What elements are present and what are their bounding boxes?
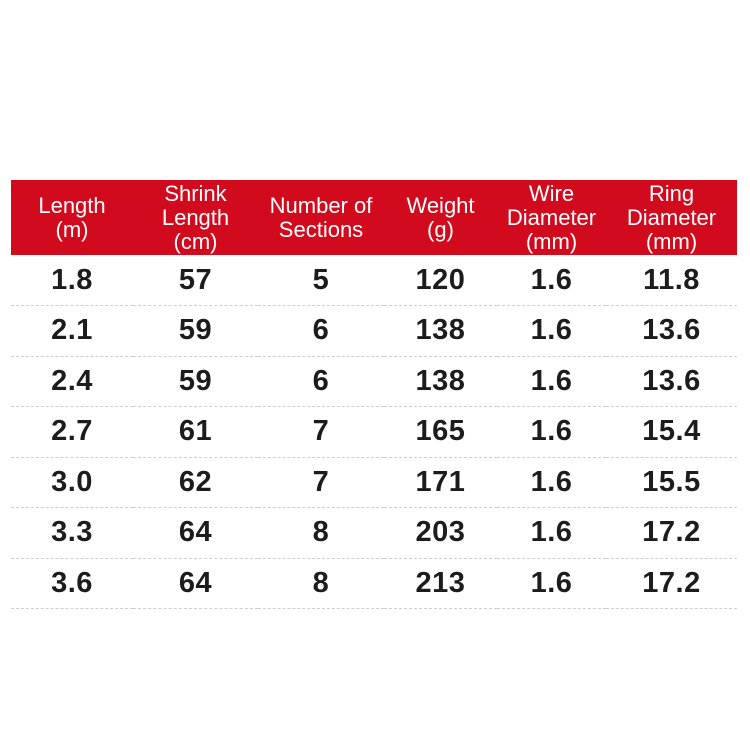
spec-table-body: 1.8 57 5 120 1.6 11.8 2.1 59 6 138 1.6 1… xyxy=(11,255,737,609)
table-row: 3.3 64 8 203 1.6 17.2 xyxy=(11,508,737,558)
cell-ring-diameter: 13.6 xyxy=(642,364,701,397)
table-row: 3.6 64 8 213 1.6 17.2 xyxy=(11,558,737,609)
column-header-ring-diameter: Ring Diameter (mm) xyxy=(626,180,717,254)
table-row: 3.0 62 7 171 1.6 15.5 xyxy=(11,457,737,508)
cell-weight: 165 xyxy=(415,415,466,448)
cell-wire-diameter: 1.6 xyxy=(530,465,573,498)
spec-table: Length (m) Shrink Length (cm) Number of … xyxy=(11,180,737,609)
column-header-number-of-sections: Number of Sections xyxy=(269,192,373,242)
cell-length: 1.8 xyxy=(51,263,93,296)
cell-shrink-length: 59 xyxy=(178,314,213,347)
cell-wire-diameter: 1.6 xyxy=(530,516,573,549)
cell-number-of-sections: 6 xyxy=(312,314,330,347)
cell-weight: 171 xyxy=(415,465,466,498)
header-row: Length (m) Shrink Length (cm) Number of … xyxy=(11,180,737,255)
cell-wire-diameter: 1.6 xyxy=(530,415,573,448)
cell-wire-diameter: 1.6 xyxy=(530,263,573,296)
cell-length: 3.0 xyxy=(51,465,93,498)
cell-length: 3.6 xyxy=(51,566,93,599)
cell-weight: 138 xyxy=(415,364,466,397)
cell-weight: 203 xyxy=(415,516,466,549)
cell-weight: 120 xyxy=(415,263,466,296)
cell-shrink-length: 64 xyxy=(178,566,213,599)
cell-ring-diameter: 15.4 xyxy=(642,415,701,448)
cell-number-of-sections: 6 xyxy=(312,364,330,397)
column-header-length: Length (m) xyxy=(38,192,106,242)
column-header-weight: Weight (g) xyxy=(406,192,475,242)
cell-length: 2.7 xyxy=(51,415,93,448)
cell-shrink-length: 57 xyxy=(178,263,213,296)
cell-shrink-length: 62 xyxy=(178,465,213,498)
cell-ring-diameter: 17.2 xyxy=(642,566,701,599)
cell-number-of-sections: 5 xyxy=(312,263,330,296)
cell-weight: 138 xyxy=(415,314,466,347)
cell-length: 3.3 xyxy=(51,516,93,549)
cell-wire-diameter: 1.6 xyxy=(530,566,573,599)
cell-number-of-sections: 7 xyxy=(312,415,330,448)
cell-number-of-sections: 7 xyxy=(312,465,330,498)
cell-length: 2.1 xyxy=(51,314,93,347)
table-row: 2.4 59 6 138 1.6 13.6 xyxy=(11,356,737,407)
table-row: 1.8 57 5 120 1.6 11.8 xyxy=(11,255,737,306)
cell-weight: 213 xyxy=(415,566,466,599)
cell-wire-diameter: 1.6 xyxy=(530,364,573,397)
cell-ring-diameter: 17.2 xyxy=(642,516,701,549)
cell-ring-diameter: 11.8 xyxy=(643,263,700,296)
cell-number-of-sections: 8 xyxy=(312,566,330,599)
cell-shrink-length: 59 xyxy=(178,364,213,397)
cell-wire-diameter: 1.6 xyxy=(530,314,573,347)
cell-ring-diameter: 15.5 xyxy=(642,465,701,498)
spec-table-header: Length (m) Shrink Length (cm) Number of … xyxy=(11,180,737,255)
cell-shrink-length: 61 xyxy=(178,415,213,448)
column-header-shrink-length: Shrink Length (cm) xyxy=(161,180,230,254)
cell-length: 2.4 xyxy=(51,364,93,397)
cell-ring-diameter: 13.6 xyxy=(642,314,701,347)
cell-number-of-sections: 8 xyxy=(312,516,330,549)
table-row: 2.7 61 7 165 1.6 15.4 xyxy=(11,407,737,457)
cell-shrink-length: 64 xyxy=(178,516,213,549)
table-row: 2.1 59 6 138 1.6 13.6 xyxy=(11,306,737,356)
column-header-wire-diameter: Wire Diameter (mm) xyxy=(506,180,597,254)
